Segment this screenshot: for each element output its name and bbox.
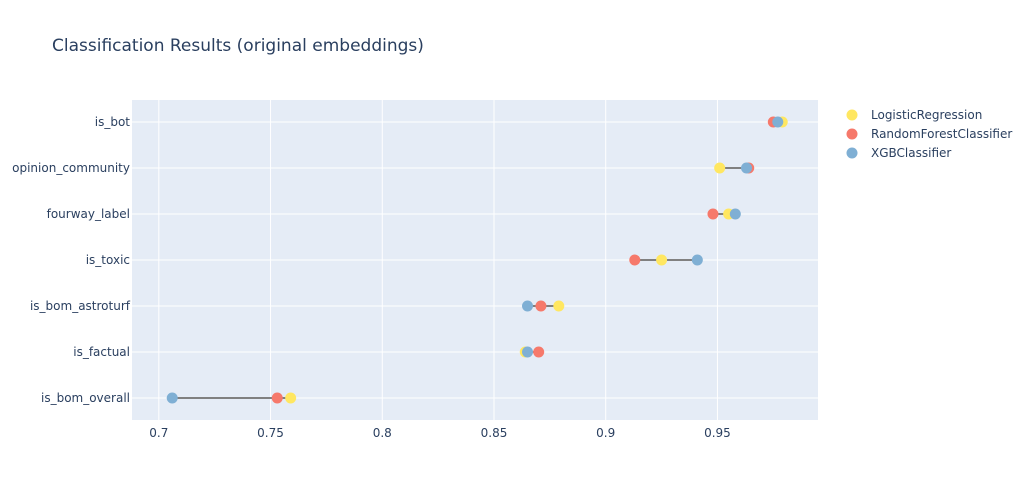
legend-marker <box>846 128 858 140</box>
y-tick-label: fourway_label <box>47 207 130 221</box>
point-XGBClassifier-is_bot[interactable] <box>772 116 784 128</box>
x-tick-label: 0.8 <box>373 426 392 440</box>
point-LogisticRegression-is_toxic[interactable] <box>656 254 668 266</box>
point-XGBClassifier-is_factual[interactable] <box>522 346 534 358</box>
y-axis-ticks: is_bot opinion_community fourway_label is_t… <box>12 115 131 405</box>
chart-title: Classification Results (original embeddi… <box>52 36 424 56</box>
point-XGBClassifier-opinion_community[interactable] <box>740 162 752 174</box>
point-XGBClassifier-is_bom_overall[interactable] <box>166 392 178 404</box>
y-tick-label: is_bot <box>95 115 131 129</box>
point-XGBClassifier-is_bom_astroturf[interactable] <box>522 300 534 312</box>
point-LogisticRegression-opinion_community[interactable] <box>714 162 726 174</box>
x-tick-label: 0.75 <box>257 426 284 440</box>
x-tick-label: 0.95 <box>704 426 731 440</box>
y-tick-label: is_bom_astroturf <box>30 299 131 313</box>
y-tick-label: is_bom_overall <box>41 391 130 405</box>
y-tick-label: is_toxic <box>86 253 130 267</box>
x-tick-label: 0.9 <box>596 426 615 440</box>
legend-item-RandomForestClassifier[interactable]: RandomForestClassifier <box>846 127 1013 141</box>
point-XGBClassifier-is_toxic[interactable] <box>691 254 703 266</box>
data-points <box>166 116 788 404</box>
x-axis-ticks: 0.7 0.75 0.8 0.85 0.9 0.95 <box>149 426 731 440</box>
point-LogisticRegression-is_bom_overall[interactable] <box>285 392 297 404</box>
point-RandomForestClassifier-is_bom_overall[interactable] <box>271 392 283 404</box>
legend[interactable]: LogisticRegression RandomForestClassifier… <box>846 108 1013 160</box>
point-RandomForestClassifier-is_bom_astroturf[interactable] <box>535 300 547 312</box>
x-tick-label: 0.85 <box>481 426 508 440</box>
x-tick-label: 0.7 <box>149 426 168 440</box>
legend-label: LogisticRegression <box>871 108 982 122</box>
point-XGBClassifier-fourway_label[interactable] <box>729 208 741 220</box>
point-RandomForestClassifier-is_factual[interactable] <box>533 346 545 358</box>
legend-label: XGBClassifier <box>871 146 951 160</box>
legend-marker <box>846 147 858 159</box>
legend-label: RandomForestClassifier <box>871 127 1012 141</box>
y-tick-label: is_factual <box>73 345 130 359</box>
point-RandomForestClassifier-is_toxic[interactable] <box>629 254 641 266</box>
point-RandomForestClassifier-fourway_label[interactable] <box>707 208 719 220</box>
point-LogisticRegression-is_bom_astroturf[interactable] <box>553 300 565 312</box>
legend-marker <box>846 109 858 121</box>
y-tick-label: opinion_community <box>12 161 130 175</box>
legend-item-LogisticRegression[interactable]: LogisticRegression <box>846 108 983 122</box>
legend-item-XGBClassifier[interactable]: XGBClassifier <box>846 146 952 160</box>
